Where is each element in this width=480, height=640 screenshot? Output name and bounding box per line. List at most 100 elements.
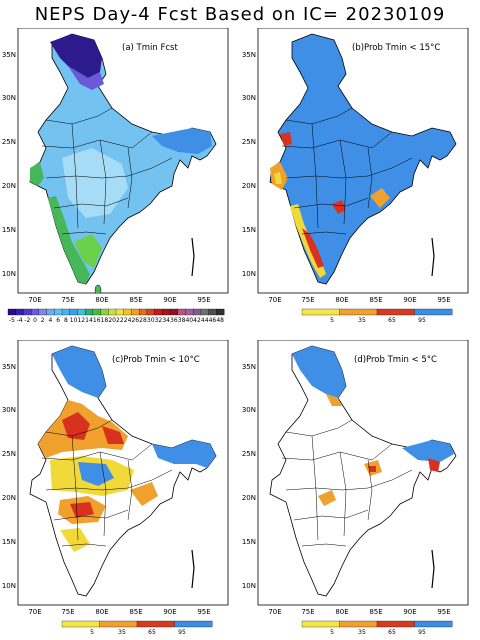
- state-boundaries: [41, 419, 173, 547]
- map-frame: [257, 340, 469, 606]
- state-boundaries: [281, 419, 413, 547]
- india-shape: [269, 345, 457, 597]
- lon-tick: 95E: [197, 296, 210, 304]
- colorbar-tick-label: 0: [33, 317, 37, 324]
- prob-region: [60, 528, 90, 552]
- lon-tick: 75E: [301, 296, 314, 304]
- lon-tick: 75E: [61, 608, 74, 616]
- y-axis: 35N 30N 25N 20N 15N 10N: [2, 51, 16, 278]
- colorbar: 5 35 65 95: [301, 620, 453, 636]
- cool-region: [152, 128, 212, 154]
- lon-tick: 85E: [129, 296, 142, 304]
- colorbar-swatch: [339, 308, 378, 316]
- colorbar-tick-label: 5: [330, 317, 334, 324]
- colorbar-swatch: [15, 308, 24, 316]
- lon-tick: 90E: [403, 608, 416, 616]
- colorbar-tick-label: 65: [148, 629, 156, 636]
- x-axis: 70E 75E 80E 85E 90E 95E: [268, 296, 450, 304]
- y-axis: 35N 30N 25N 20N 15N 10N: [242, 51, 256, 278]
- colorbar-tick-label: 10: [70, 317, 78, 324]
- lon-tick: 85E: [369, 608, 382, 616]
- islands: [431, 237, 435, 277]
- colorbar-swatch: [77, 308, 86, 316]
- island: [94, 284, 102, 293]
- lat-tick: 10N: [2, 582, 16, 590]
- colorbar-swatch: [138, 308, 148, 316]
- colorbar-swatch: [123, 308, 132, 316]
- panel-label: (c)Prob Tmin < 10°C: [112, 355, 200, 365]
- prob-region: [318, 490, 336, 506]
- prob-region: [62, 412, 90, 440]
- colorbar-swatch: [61, 620, 100, 628]
- lat-tick: 30N: [2, 94, 16, 102]
- lon-tick: 80E: [335, 296, 348, 304]
- colorbar-tick-label: 42: [193, 317, 201, 324]
- islands: [191, 549, 195, 589]
- colorbar-tick-label: 95: [178, 629, 186, 636]
- colorbar-swatch: [162, 308, 171, 316]
- colorbar-swatch: [84, 308, 94, 316]
- colorbar-swatch: [46, 308, 55, 316]
- colorbar: -5 -4 -2 0 2 4 6 8 10 12 14 16 18 20 22 24 26 28 30 32 34 36 3…: [7, 308, 225, 324]
- lat-tick: 20N: [242, 182, 256, 190]
- colorbar-tick-label: 4: [49, 317, 53, 324]
- prob-region: [368, 466, 376, 472]
- prob-region: [332, 200, 346, 214]
- lat-tick: 15N: [242, 538, 256, 546]
- panel-c-map: 35N 30N 25N 20N 15N 10N 70E 75E 80E 85E …: [2, 340, 229, 636]
- colorbar-swatch: [301, 308, 340, 316]
- colorbar-swatch: [131, 308, 140, 316]
- colorbar-swatch: [99, 620, 138, 628]
- warm-region: [48, 196, 90, 284]
- colorbar-tick-label: 6: [56, 317, 60, 324]
- colorbar-swatch: [414, 308, 453, 316]
- lat-tick: 25N: [2, 450, 16, 458]
- colorbar-tick-label: 35: [118, 629, 126, 636]
- colorbar-tick-label: 65: [388, 629, 396, 636]
- state-boundaries: [281, 107, 413, 235]
- colorbar-tick-label: -4: [17, 317, 23, 324]
- colorbar-tick-label: 5: [90, 629, 94, 636]
- colorbar-tick-label: 48: [216, 317, 224, 324]
- colorbar-swatch: [146, 308, 156, 316]
- lat-tick: 30N: [2, 406, 16, 414]
- colorbar-swatch: [376, 620, 415, 628]
- panel-d-map: 35N 30N 25N 20N 15N 10N 70E 75E 80E 85E …: [242, 340, 469, 636]
- prob-region: [78, 462, 114, 486]
- colorbar-tick-label: 24: [124, 317, 132, 324]
- colorbar-swatch: [200, 308, 210, 316]
- islands: [191, 237, 195, 277]
- prob-region: [428, 458, 440, 472]
- lat-tick: 20N: [2, 494, 16, 502]
- colorbar: 5 35 65 95: [301, 308, 453, 324]
- colorbar-swatch: [61, 308, 71, 316]
- colorbar-tick-label: 35: [358, 629, 366, 636]
- prob-region: [70, 502, 94, 518]
- prob-region: [52, 346, 106, 398]
- colorbar-tick-label: 12: [77, 317, 85, 324]
- lon-tick: 95E: [437, 608, 450, 616]
- panel-d: 35N 30N 25N 20N 15N 10N 70E 75E 80E 85E …: [242, 340, 472, 640]
- panel-b: 35N 30N 25N 20N 15N 10N 70E 75E 80E 85E …: [242, 28, 472, 328]
- lon-tick: 70E: [268, 608, 281, 616]
- colorbar-tick-label: 38: [178, 317, 186, 324]
- colorbar-swatch: [414, 620, 453, 628]
- colorbar-swatch: [208, 308, 217, 316]
- lat-tick: 35N: [242, 51, 256, 59]
- colorbar-tick-label: 65: [388, 317, 396, 324]
- colorbar-swatch: [376, 308, 415, 316]
- colorbar-swatch: [23, 308, 32, 316]
- panel-c: 35N 30N 25N 20N 15N 10N 70E 75E 80E 85E …: [2, 340, 232, 640]
- india-shape: [269, 33, 457, 285]
- colorbar-swatch: [216, 308, 225, 316]
- colorbar-tick-label: -2: [24, 317, 30, 324]
- colorbar-tick-label: 2: [41, 317, 45, 324]
- warm-region: [74, 234, 102, 268]
- lat-tick: 35N: [242, 363, 256, 371]
- map-frame: [17, 340, 229, 606]
- lat-tick: 25N: [242, 450, 256, 458]
- panel-label: (d)Prob Tmin < 5°C: [354, 355, 437, 365]
- lon-tick: 95E: [197, 608, 210, 616]
- state-boundaries: [41, 107, 173, 235]
- colorbar-tick-label: 32: [155, 317, 163, 324]
